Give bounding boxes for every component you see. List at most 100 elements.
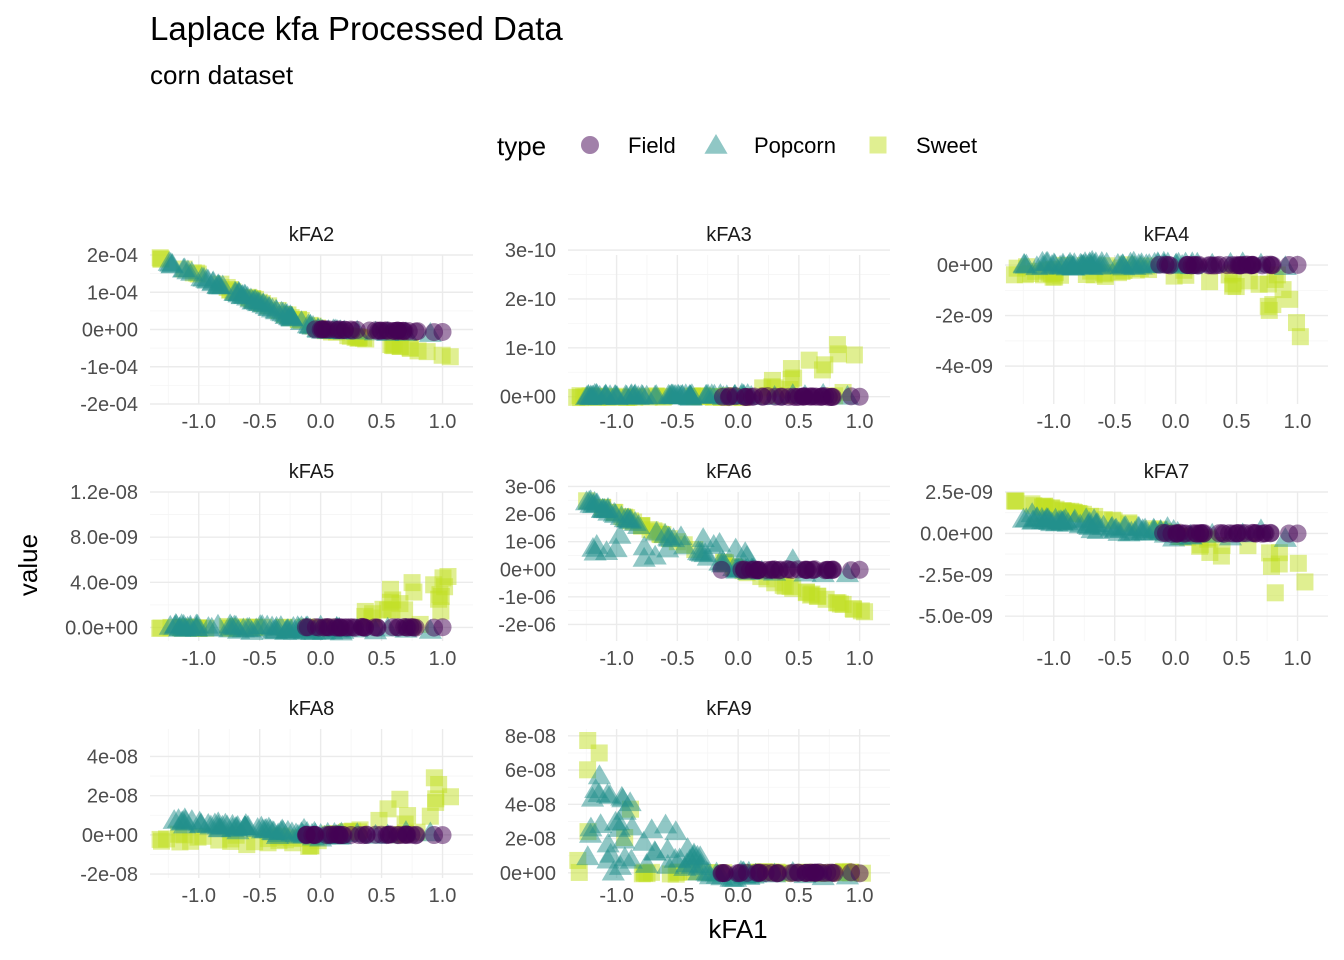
point-sweet bbox=[1259, 297, 1277, 315]
point-popcorn bbox=[592, 497, 616, 518]
x-tick-label: -0.5 bbox=[660, 648, 694, 670]
point-sweet bbox=[391, 790, 409, 808]
point-sweet bbox=[1266, 584, 1284, 602]
point-sweet bbox=[774, 576, 792, 594]
point-popcorn bbox=[164, 613, 188, 634]
point-sweet bbox=[427, 793, 445, 811]
point-sweet bbox=[421, 807, 439, 825]
point-field bbox=[823, 560, 842, 579]
point-field bbox=[1230, 256, 1249, 275]
y-tick-label: 3e-06 bbox=[505, 476, 556, 498]
point-field bbox=[1243, 255, 1262, 274]
point-sweet bbox=[433, 346, 451, 364]
x-tick-label: -1.0 bbox=[599, 648, 633, 670]
point-popcorn bbox=[243, 289, 267, 309]
panel-kfa4: kFA4 -1.0 -0.5 0.0 0.5 1.0 -4e-09 -2e-09 0e+00 bbox=[935, 224, 1328, 433]
point-field bbox=[1156, 255, 1175, 274]
point-field bbox=[762, 863, 781, 882]
y-tick-label: -5.0e-09 bbox=[919, 606, 994, 628]
point-field bbox=[805, 560, 824, 579]
y-tick-label: 1e-10 bbox=[505, 338, 556, 360]
point-sweet bbox=[1288, 314, 1306, 332]
point-popcorn bbox=[250, 614, 274, 634]
point-popcorn bbox=[656, 537, 680, 558]
point-popcorn bbox=[190, 266, 214, 287]
x-tick-label: -0.5 bbox=[1097, 411, 1131, 433]
point-sweet bbox=[409, 342, 427, 360]
y-tick-label: 4e-08 bbox=[505, 794, 556, 816]
facet-strip-label: kFA8 bbox=[289, 698, 335, 720]
point-sweet bbox=[1296, 573, 1314, 591]
x-tick-label: -0.5 bbox=[242, 411, 276, 433]
point-sweet bbox=[384, 336, 402, 354]
facet-strip-label: kFA5 bbox=[289, 461, 335, 483]
point-field bbox=[712, 560, 731, 579]
y-tick-label: 0.0e+00 bbox=[65, 617, 138, 639]
x-tick-label: -1.0 bbox=[599, 885, 633, 907]
x-tick-label: 1.0 bbox=[846, 411, 874, 433]
point-field bbox=[311, 320, 330, 339]
point-popcorn bbox=[708, 531, 732, 552]
point-sweet bbox=[370, 811, 388, 829]
y-tick-label: -2.5e-09 bbox=[919, 565, 994, 587]
point-popcorn bbox=[166, 808, 191, 828]
point-field bbox=[406, 322, 425, 341]
facet-strip-label: kFA4 bbox=[1144, 224, 1190, 246]
point-field bbox=[850, 560, 869, 579]
point-sweet bbox=[1262, 557, 1280, 575]
panel-kfa6: kFA6 -1.0 -0.5 0.0 0.5 1.0 -2e-06 -1e-06 0e+00 1e… bbox=[498, 461, 890, 670]
y-tick-label: 0e+00 bbox=[500, 863, 556, 885]
x-tick-label: 1.0 bbox=[846, 885, 874, 907]
point-sweet bbox=[1291, 328, 1309, 346]
point-field bbox=[406, 618, 425, 637]
point-field bbox=[388, 321, 407, 340]
point-field bbox=[388, 826, 407, 845]
y-tick-label: -2e-06 bbox=[498, 614, 556, 636]
y-tick-label: 1.2e-08 bbox=[70, 482, 138, 504]
point-field bbox=[730, 864, 749, 883]
point-sweet bbox=[579, 732, 597, 750]
y-tick-label: 0e+00 bbox=[82, 320, 138, 342]
point-sweet bbox=[800, 351, 818, 369]
x-tick-label: 0.0 bbox=[1162, 411, 1190, 433]
legend-key-popcorn bbox=[704, 134, 728, 154]
point-sweet bbox=[403, 574, 421, 592]
point-field bbox=[1261, 523, 1280, 542]
y-tick-label: -1e-06 bbox=[498, 587, 556, 609]
point-sweet bbox=[1250, 275, 1268, 293]
x-tick-label: -0.5 bbox=[660, 885, 694, 907]
panel-kfa7: kFA7 -1.0 -0.5 0.0 0.5 1.0 -5.0e-09 -2.5e-09 0.0… bbox=[919, 461, 1328, 670]
legend-label-popcorn: Popcorn bbox=[754, 133, 836, 158]
x-tick-label: 0.5 bbox=[785, 648, 813, 670]
point-sweet bbox=[828, 594, 846, 612]
x-tick-label: -1.0 bbox=[182, 648, 216, 670]
point-sweet bbox=[1289, 554, 1307, 572]
y-tick-label: 3e-10 bbox=[505, 240, 556, 262]
facet-panels: kFA2 -1.0 -0.5 0.0 0.5 1.0 -2e-04 -1e-04 0e+00 1e… bbox=[65, 224, 1328, 907]
point-popcorn bbox=[159, 251, 183, 272]
point-field bbox=[850, 864, 869, 883]
y-tick-label: 1e-06 bbox=[505, 532, 556, 554]
point-field bbox=[823, 863, 842, 882]
point-field bbox=[346, 618, 365, 637]
point-field bbox=[789, 387, 808, 406]
x-tick-label: 0.0 bbox=[1162, 648, 1190, 670]
point-field bbox=[1176, 524, 1195, 543]
point-sweet bbox=[1007, 492, 1025, 510]
y-axis-title: value bbox=[13, 534, 43, 596]
point-popcorn bbox=[1030, 250, 1054, 271]
point-popcorn bbox=[611, 828, 636, 849]
point-sweet bbox=[844, 600, 862, 618]
point-popcorn bbox=[279, 305, 303, 326]
point-field bbox=[333, 825, 352, 844]
panel-kfa3: kFA3 -1.0 -0.5 0.0 0.5 1.0 0e+00 1e-10 2e-10 3e-1… bbox=[500, 224, 890, 433]
y-tick-label: 6e-08 bbox=[505, 760, 556, 782]
x-tick-label: 0.5 bbox=[1223, 411, 1251, 433]
point-popcorn bbox=[643, 840, 667, 861]
x-tick-label: 0.5 bbox=[785, 411, 813, 433]
point-sweet bbox=[1261, 544, 1279, 562]
point-sweet bbox=[1201, 543, 1219, 561]
point-popcorn bbox=[595, 783, 620, 803]
x-axis-title: kFA1 bbox=[708, 914, 767, 944]
